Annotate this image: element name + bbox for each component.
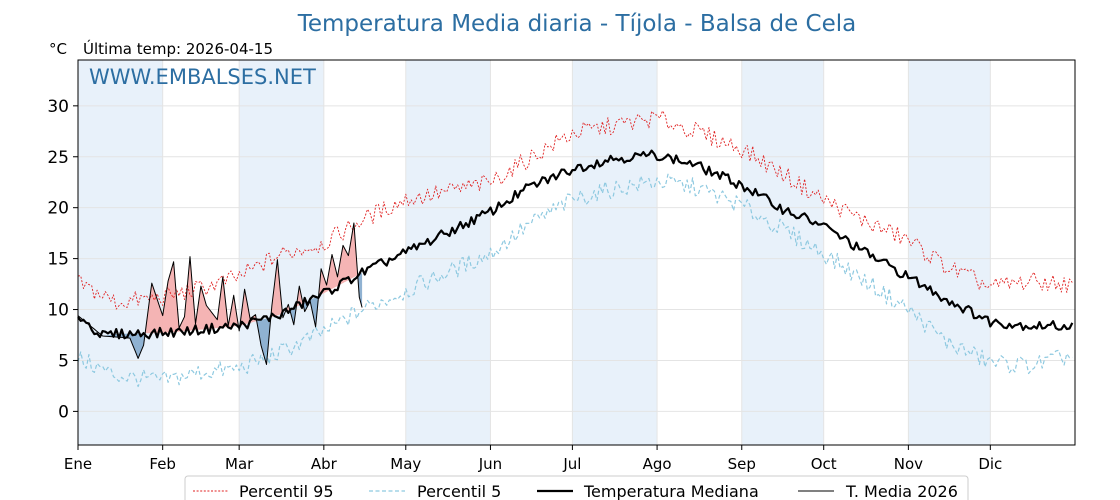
x-tick-label: Feb bbox=[149, 455, 176, 473]
x-tick-label: May bbox=[390, 455, 421, 473]
month-band bbox=[741, 60, 824, 445]
below-median-fill bbox=[303, 290, 320, 327]
x-tick-label: Nov bbox=[894, 455, 923, 473]
legend: Percentil 95 Percentil 5 Temperatura Media… bbox=[184, 475, 969, 500]
x-tick-label: Ago bbox=[643, 455, 672, 473]
legend-label: Percentil 5 bbox=[417, 482, 501, 500]
p5-line bbox=[77, 173, 1073, 388]
series-lines bbox=[77, 110, 1074, 388]
y-tick-label: 25 bbox=[47, 148, 69, 168]
y-tick-label: 15 bbox=[47, 250, 69, 270]
p95-line bbox=[77, 110, 1073, 310]
below-median-fill bbox=[358, 272, 363, 308]
y-tick-label: 30 bbox=[47, 97, 69, 117]
x-tick-label: Sep bbox=[728, 455, 756, 473]
watermark: WWW.EMBALSES.NET bbox=[89, 65, 316, 89]
unit-label: °C bbox=[49, 40, 67, 58]
median-line bbox=[77, 149, 1074, 340]
plot-frame bbox=[77, 59, 1076, 446]
above-median-fill bbox=[240, 289, 257, 326]
month-band bbox=[78, 60, 163, 445]
legend-label: T. Media 2026 bbox=[845, 482, 958, 500]
x-axis: Ene Feb Mar Abr May Jun Jul Ago Sep Oct Nov Dic bbox=[64, 445, 1002, 473]
chart-title: Temperatura Media diaria - Tíjola - Bals… bbox=[297, 11, 857, 37]
x-tick-label: Jun bbox=[478, 455, 502, 473]
x-tick-label: Mar bbox=[225, 455, 254, 473]
y-tick-label: 20 bbox=[47, 199, 69, 219]
month-band bbox=[908, 60, 991, 445]
below-median-fill bbox=[256, 312, 272, 365]
below-median-fill bbox=[290, 305, 297, 325]
month-bands bbox=[78, 60, 991, 445]
x-tick-label: Jul bbox=[562, 455, 581, 473]
legend-frame bbox=[184, 475, 969, 500]
grid-lines bbox=[77, 60, 1075, 445]
y-axis: 0 5 10 15 20 25 30 bbox=[47, 97, 78, 422]
x-tick-label: Dic bbox=[978, 455, 1002, 473]
above-median-fill bbox=[271, 259, 283, 318]
current-year-line bbox=[77, 222, 363, 365]
y-tick-label: 5 bbox=[58, 351, 69, 371]
month-band bbox=[239, 60, 324, 445]
x-tick-label: Ene bbox=[64, 455, 92, 473]
below-median-fill bbox=[103, 329, 146, 359]
x-tick-label: Oct bbox=[811, 455, 837, 473]
x-tick-label: Abr bbox=[311, 455, 338, 473]
last-temp-label: Última temp: 2026-04-15 bbox=[83, 39, 273, 58]
legend-label: Temperatura Mediana bbox=[583, 482, 759, 500]
legend-label: Percentil 95 bbox=[239, 482, 334, 500]
y-tick-label: 10 bbox=[47, 301, 69, 321]
month-band bbox=[405, 60, 491, 445]
y-tick-label: 0 bbox=[58, 402, 69, 422]
month-band bbox=[572, 60, 658, 445]
above-median-fill bbox=[145, 256, 239, 334]
